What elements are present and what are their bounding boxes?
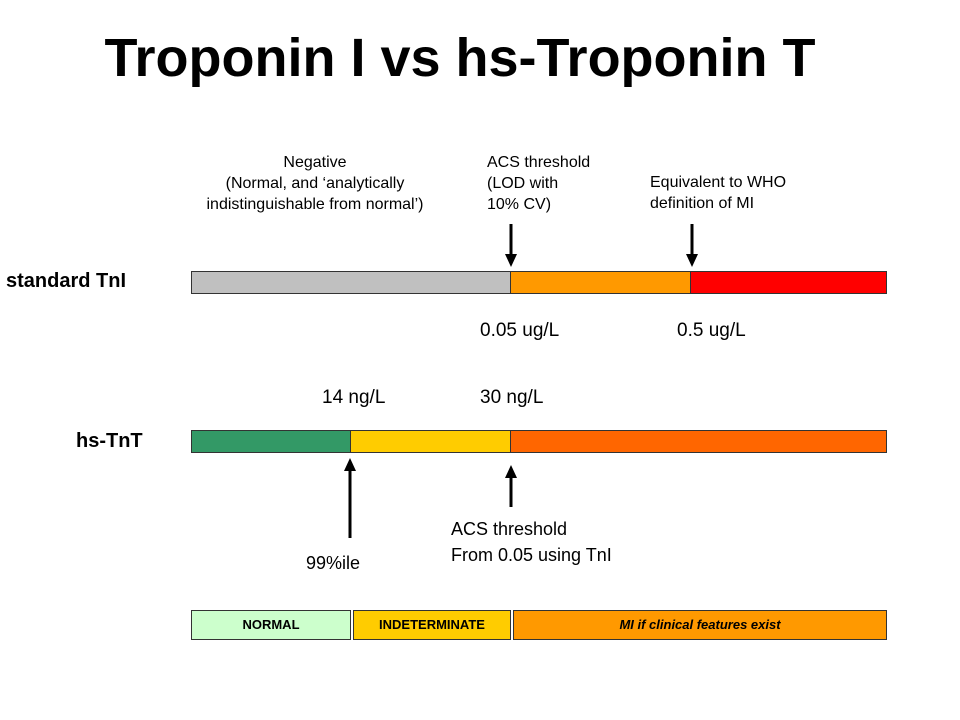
percentile-up-arrow — [344, 458, 356, 538]
hs-tnt-label: hs-TnT — [76, 430, 143, 452]
acs-threshold-bottom-line-1: ACS threshold — [451, 519, 568, 539]
standard-tni-negative-segment — [191, 271, 511, 294]
negative-note-line-2: (Normal, and ‘analytically — [225, 175, 405, 192]
acs-threshold-bottom-line-2: From 0.05 using TnI — [451, 545, 612, 565]
standard-tni-label: standard TnI — [6, 270, 127, 292]
standard-tni-value-acs: 0.05 ug/L — [480, 320, 560, 341]
negative-note: Negative (Normal, and ‘analytically indi… — [160, 152, 470, 215]
standard-tni-mi-segment — [690, 271, 887, 294]
hs-tnt-indeterminate-segment — [350, 430, 511, 453]
hs-tnt-value-acs: 30 ng/L — [480, 387, 544, 408]
who-note-line-2: definition of MI — [650, 195, 755, 212]
acs-threshold-top-line-3: 10% CV) — [487, 196, 552, 213]
acs-threshold-up-arrow — [505, 465, 517, 507]
hs-tnt-value-99th: 14 ng/L — [322, 387, 386, 408]
who-note-line-1: Equivalent to WHO — [650, 174, 787, 191]
negative-note-line-1: Negative — [283, 154, 347, 171]
category-normal: NORMAL — [191, 610, 351, 640]
acs-threshold-top-line-1: ACS threshold — [487, 154, 591, 171]
hs-tnt-mi-segment — [510, 430, 887, 453]
acs-threshold-note-bottom: ACS threshold From 0.05 using TnI — [451, 516, 612, 568]
hs-tnt-normal-segment — [191, 430, 351, 453]
negative-note-line-3: indistinguishable from normal’) — [206, 196, 424, 213]
who-note: Equivalent to WHO definition of MI — [650, 172, 786, 214]
category-indeterminate: INDETERMINATE — [353, 610, 511, 640]
standard-tni-acs-segment — [510, 271, 691, 294]
who-down-arrow — [686, 224, 698, 267]
page-title: Troponin I vs hs-Troponin T — [104, 28, 816, 88]
percentile-label: 99%ile — [306, 553, 361, 573]
acs-threshold-note-top: ACS threshold (LOD with 10% CV) — [487, 152, 590, 215]
acs-threshold-down-arrow — [505, 224, 517, 267]
standard-tni-value-who: 0.5 ug/L — [677, 320, 746, 341]
category-mi: MI if clinical features exist — [513, 610, 887, 640]
acs-threshold-top-line-2: (LOD with — [487, 175, 559, 192]
